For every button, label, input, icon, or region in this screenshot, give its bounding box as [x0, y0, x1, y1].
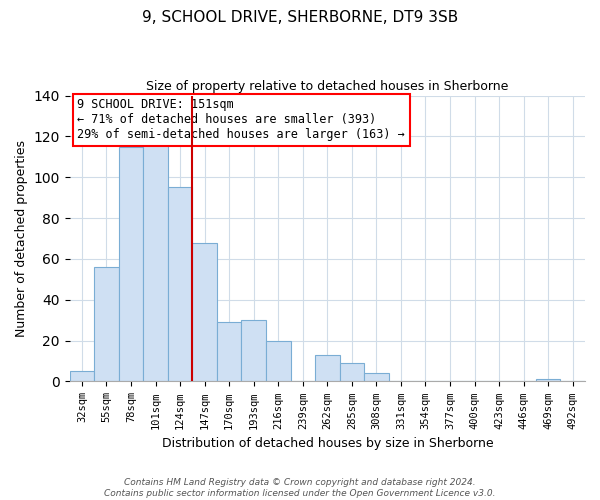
- Bar: [193, 242, 217, 382]
- Bar: [119, 146, 143, 382]
- Text: 9 SCHOOL DRIVE: 151sqm
← 71% of detached houses are smaller (393)
29% of semi-de: 9 SCHOOL DRIVE: 151sqm ← 71% of detached…: [77, 98, 405, 142]
- Bar: [364, 374, 389, 382]
- Text: Contains HM Land Registry data © Crown copyright and database right 2024.
Contai: Contains HM Land Registry data © Crown c…: [104, 478, 496, 498]
- Text: 9, SCHOOL DRIVE, SHERBORNE, DT9 3SB: 9, SCHOOL DRIVE, SHERBORNE, DT9 3SB: [142, 10, 458, 25]
- X-axis label: Distribution of detached houses by size in Sherborne: Distribution of detached houses by size …: [161, 437, 493, 450]
- Bar: [241, 320, 266, 382]
- Bar: [266, 340, 290, 382]
- Bar: [94, 267, 119, 382]
- Bar: [340, 363, 364, 382]
- Bar: [536, 380, 560, 382]
- Bar: [70, 371, 94, 382]
- Bar: [143, 144, 168, 382]
- Bar: [168, 188, 193, 382]
- Title: Size of property relative to detached houses in Sherborne: Size of property relative to detached ho…: [146, 80, 509, 93]
- Bar: [315, 355, 340, 382]
- Bar: [217, 322, 241, 382]
- Y-axis label: Number of detached properties: Number of detached properties: [15, 140, 28, 337]
